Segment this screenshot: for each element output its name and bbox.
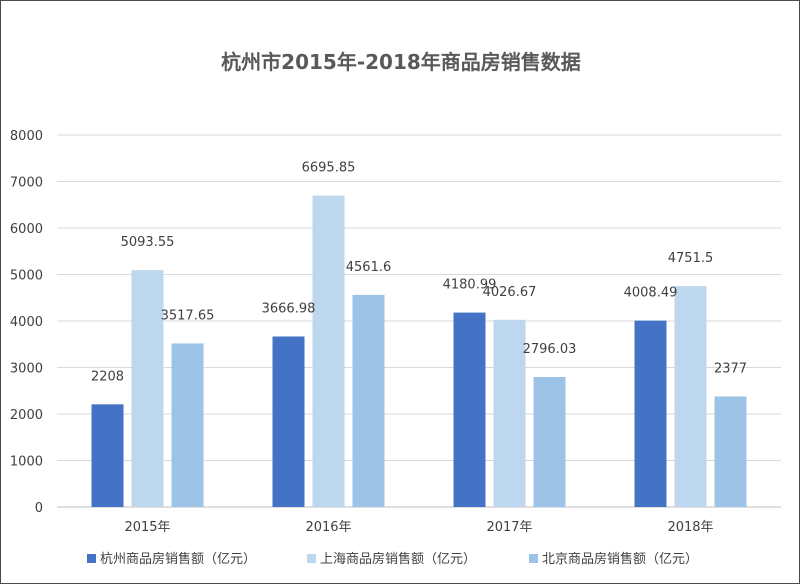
data-label: 5093.55 xyxy=(121,235,175,250)
y-tick-label: 0 xyxy=(35,501,43,516)
y-tick-label: 4000 xyxy=(10,315,43,330)
data-label: 3517.65 xyxy=(161,308,215,323)
y-tick-label: 7000 xyxy=(10,176,43,191)
x-tick-label: 2017年 xyxy=(486,520,532,535)
bar xyxy=(453,312,486,507)
bar xyxy=(714,396,747,507)
data-label: 2377 xyxy=(714,361,747,376)
legend-swatch xyxy=(87,554,96,563)
bar xyxy=(634,320,667,507)
bar xyxy=(272,336,305,507)
y-tick-label: 3000 xyxy=(10,362,43,377)
chart-title: 杭州市2015年-2018年商品房销售数据 xyxy=(221,50,581,74)
data-label: 4008.49 xyxy=(624,286,678,301)
bar xyxy=(312,195,345,507)
y-tick-label: 2000 xyxy=(10,408,43,423)
bar xyxy=(171,343,204,507)
bar xyxy=(352,294,385,507)
data-labels: 2208 5093.55 3517.65 3666.98 6695.85 4561.6 41… xyxy=(91,161,747,385)
data-label: 6695.85 xyxy=(302,161,356,176)
data-label: 4180.99 xyxy=(443,278,497,293)
legend-label: 杭州商品房销售额（亿元） xyxy=(100,551,256,567)
data-label: 4561.6 xyxy=(346,260,392,275)
data-label: 4026.67 xyxy=(483,285,537,300)
legend-item: 杭州商品房销售额（亿元） xyxy=(87,551,256,567)
legend-item: 上海商品房销售额（亿元） xyxy=(307,551,476,567)
y-axis-tick-labels: 0 1000 2000 3000 4000 5000 6000 7000 8000 xyxy=(10,129,43,516)
x-tick-label: 2016年 xyxy=(305,520,351,535)
legend-swatch xyxy=(307,554,316,563)
bar xyxy=(493,319,526,507)
y-tick-label: 1000 xyxy=(10,455,43,470)
bars xyxy=(91,195,747,507)
bar xyxy=(533,376,566,507)
bar xyxy=(91,404,124,507)
x-tick-label: 2015年 xyxy=(124,520,170,535)
legend-label: 北京商品房销售额（亿元） xyxy=(542,551,698,567)
bar xyxy=(674,286,707,507)
legend-item: 北京商品房销售额（亿元） xyxy=(529,551,698,567)
legend-label: 上海商品房销售额（亿元） xyxy=(320,551,476,567)
data-label: 3666.98 xyxy=(262,301,316,316)
x-tick-label: 2018年 xyxy=(667,520,713,535)
data-label: 2796.03 xyxy=(523,342,577,357)
legend: 杭州商品房销售额（亿元） 上海商品房销售额（亿元） 北京商品房销售额（亿元） xyxy=(87,551,698,567)
y-tick-label: 8000 xyxy=(10,129,43,144)
y-tick-label: 5000 xyxy=(10,269,43,284)
data-label: 2208 xyxy=(91,369,124,384)
data-label: 4751.5 xyxy=(668,251,714,266)
y-tick-label: 6000 xyxy=(10,222,43,237)
x-axis-tick-labels: 2015年 2016年 2017年 2018年 xyxy=(124,520,713,535)
legend-swatch xyxy=(529,554,538,563)
bar xyxy=(131,270,164,507)
